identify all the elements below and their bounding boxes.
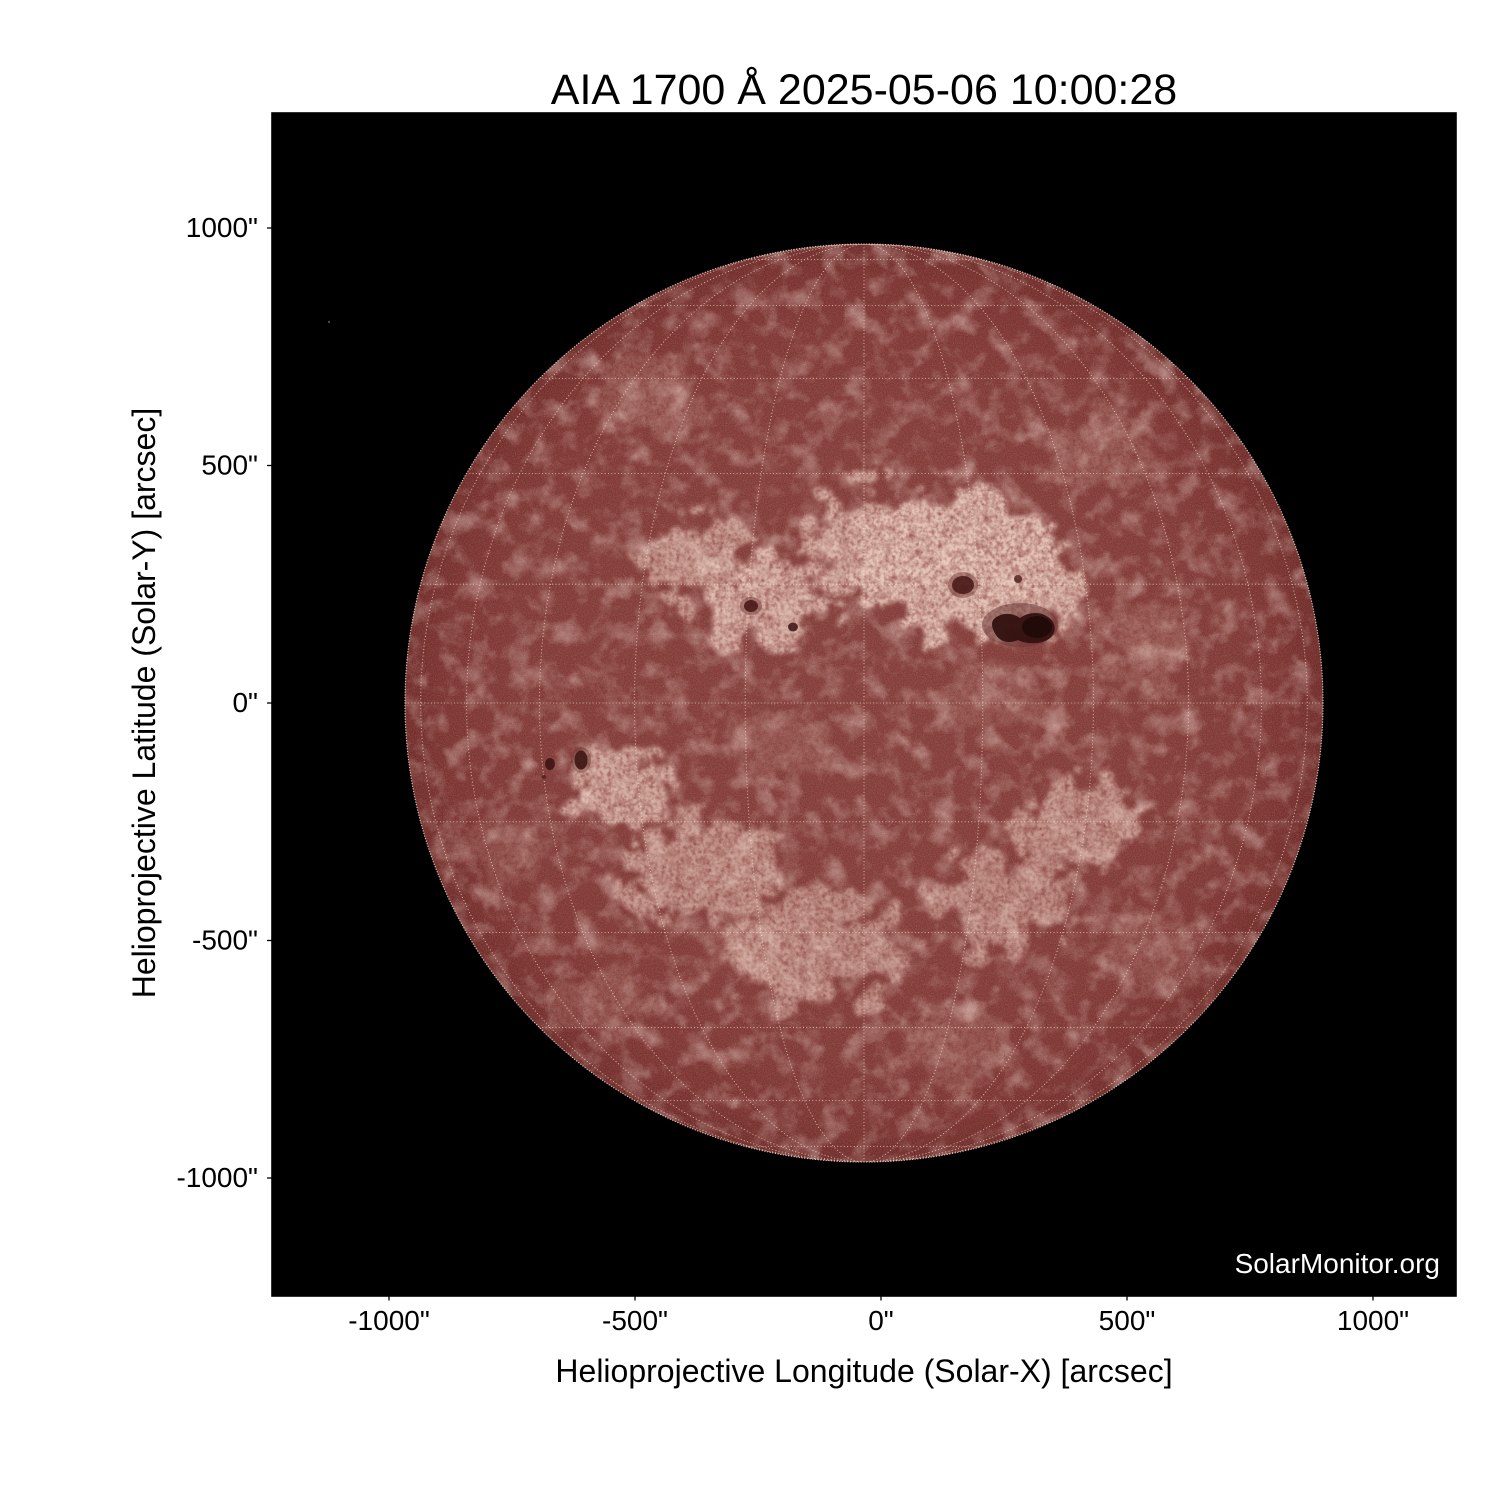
svg-text:-1000": -1000" xyxy=(176,1162,258,1193)
svg-text:500": 500" xyxy=(1099,1305,1156,1336)
svg-text:Helioprojective Longitude (Sol: Helioprojective Longitude (Solar-X) [arc… xyxy=(555,1353,1172,1389)
svg-text:0": 0" xyxy=(232,687,258,718)
svg-text:Helioprojective Latitude (Sola: Helioprojective Latitude (Solar-Y) [arcs… xyxy=(126,408,162,998)
svg-text:SolarMonitor.org: SolarMonitor.org xyxy=(1235,1248,1440,1279)
svg-text:-500": -500" xyxy=(192,925,258,956)
svg-text:-1000": -1000" xyxy=(348,1305,430,1336)
svg-text:-500": -500" xyxy=(602,1305,668,1336)
svg-text:AIA 1700 Å 2025-05-06 10:00:28: AIA 1700 Å 2025-05-06 10:00:28 xyxy=(551,66,1177,114)
svg-text:1000": 1000" xyxy=(186,212,258,243)
svg-text:1000": 1000" xyxy=(1337,1305,1409,1336)
svg-text:0": 0" xyxy=(868,1305,894,1336)
svg-text:500": 500" xyxy=(201,450,258,481)
